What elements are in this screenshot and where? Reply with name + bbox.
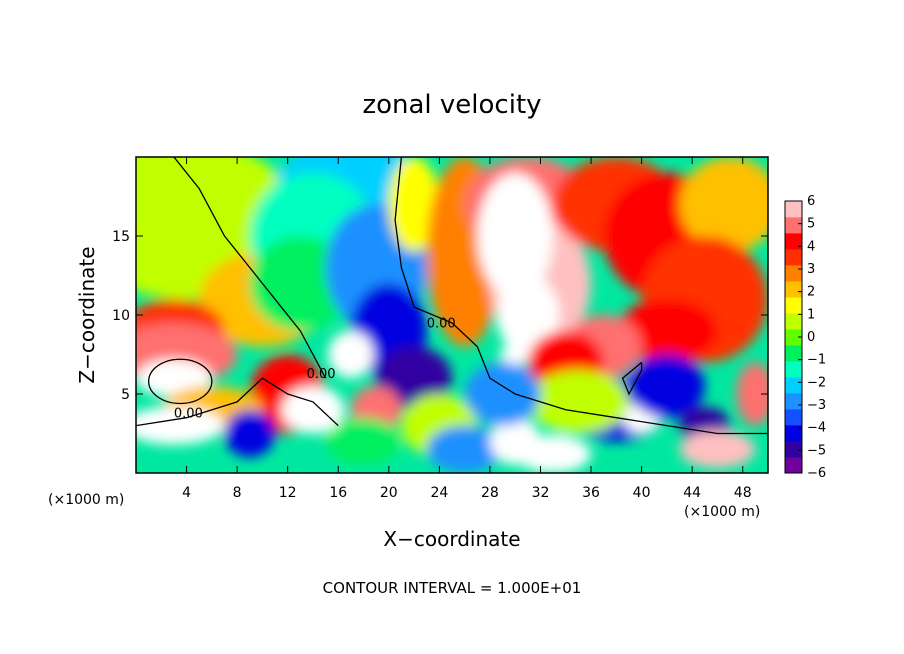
field-blob-17	[496, 275, 560, 355]
colorbar-swatch-6	[785, 361, 802, 378]
y-tick-label-1: 10	[112, 308, 130, 324]
colorbar-swatch-10	[785, 297, 802, 314]
field-blob-12	[388, 157, 440, 252]
x-tick-label-3: 16	[329, 485, 347, 501]
field-blob-18	[500, 343, 531, 366]
colorbar-label-7: −1	[807, 353, 826, 368]
field-blob-32	[325, 417, 402, 466]
field-blob-30	[224, 409, 276, 458]
colorbar-label-3: 3	[807, 262, 815, 277]
colorbar-label-10: −4	[807, 421, 826, 436]
colorbar-swatch-8	[785, 329, 802, 346]
plot-area	[136, 157, 768, 473]
colorbar-swatch-7	[785, 345, 802, 362]
x-tick-label-0: 4	[182, 485, 191, 501]
x-tick-label-6: 28	[481, 485, 499, 501]
zero-contour-3	[621, 361, 643, 396]
colorbar-swatch-16	[785, 201, 802, 218]
x-tick-label-2: 12	[279, 485, 297, 501]
zero-contour-0	[173, 157, 327, 379]
colorbar-label-8: −2	[807, 375, 826, 390]
field-blob-11	[376, 346, 452, 410]
zero-contour-1	[136, 377, 339, 427]
contour-interval-note: CONTOUR INTERVAL = 1.000E+01	[323, 579, 582, 597]
colorbar-swatch-14	[785, 233, 802, 250]
colorbar-label-9: −3	[807, 398, 826, 413]
colorbar-label-4: 2	[807, 285, 815, 300]
field-blob-43	[527, 370, 629, 434]
colorbar-label-0: 6	[807, 194, 815, 209]
x-tick-label-7: 32	[532, 485, 550, 501]
velocity-field	[136, 157, 768, 473]
y-axis-ticks: 5 10 15	[112, 229, 768, 403]
field-blob-34	[426, 425, 503, 473]
contour-lines	[136, 157, 768, 435]
colorbar-swatch-4	[785, 393, 802, 410]
field-blob-39	[628, 354, 705, 418]
field-blob-41	[679, 430, 756, 469]
colorbar-label-12: −6	[807, 466, 826, 481]
colorbar-swatch-5	[785, 377, 802, 394]
contour-label-1: 0.00	[427, 317, 456, 332]
colorbar-label-5: 1	[807, 307, 815, 322]
colorbar-label-6: 0	[807, 330, 815, 345]
field-blob-29	[136, 406, 225, 445]
x-tick-label-1: 8	[233, 485, 242, 501]
colorbar-label-2: 4	[807, 239, 815, 254]
contour-ellipse	[147, 358, 213, 405]
colorbar-swatch-2	[785, 425, 802, 442]
x-tick-label-10: 44	[683, 485, 701, 501]
field-blob-27	[281, 386, 345, 434]
zero-contour-2	[394, 157, 768, 435]
x-axis-label: X−coordinate	[383, 527, 520, 551]
colorbar-swatch-15	[785, 217, 802, 234]
chart-title: zonal velocity	[362, 90, 541, 120]
x-unit-left: (×1000 m)	[48, 492, 124, 508]
contour-label-0: 0.00	[174, 407, 203, 422]
y-axis-label: Z−coordinate	[75, 246, 99, 383]
colorbar-swatch-11	[785, 281, 802, 298]
contour-label-2: 0.00	[307, 367, 336, 382]
colorbar-label-1: 5	[807, 217, 815, 232]
colorbar-swatch-13	[785, 249, 802, 266]
field-blob-21	[679, 157, 768, 252]
x-tick-label-9: 40	[633, 485, 651, 501]
x-tick-label-8: 36	[582, 485, 600, 501]
x-axis-ticks: 4 8 12 16 20 24 28 32 36 40 44 48	[182, 157, 752, 501]
colorbar: 6 5 4 3 2 1 0 −1 −2 −3 −4 −5 −6	[784, 194, 826, 481]
field-blob-42	[736, 362, 768, 426]
y-tick-label-0: 5	[121, 387, 130, 403]
field-blob-16	[477, 172, 554, 300]
colorbar-swatch-0	[785, 457, 802, 474]
x-unit-right: (×1000 m)	[684, 504, 760, 520]
field-blob-7	[249, 236, 351, 331]
contour-labels: 0.00 0.00 0.00	[174, 317, 456, 422]
field-blob-44	[464, 362, 541, 426]
colorbar-swatch-9	[785, 313, 802, 330]
colorbar-swatch-1	[785, 441, 802, 458]
y-tick-label-2: 15	[112, 229, 130, 245]
x-tick-label-5: 24	[430, 485, 448, 501]
colorbar-swatch-12	[785, 265, 802, 282]
colorbar-label-11: −5	[807, 443, 826, 458]
x-tick-label-11: 48	[734, 485, 752, 501]
field-blob-10	[328, 330, 374, 379]
x-tick-label-4: 20	[380, 485, 398, 501]
colorbar-swatch-3	[785, 409, 802, 426]
field-blob-36	[515, 435, 592, 473]
